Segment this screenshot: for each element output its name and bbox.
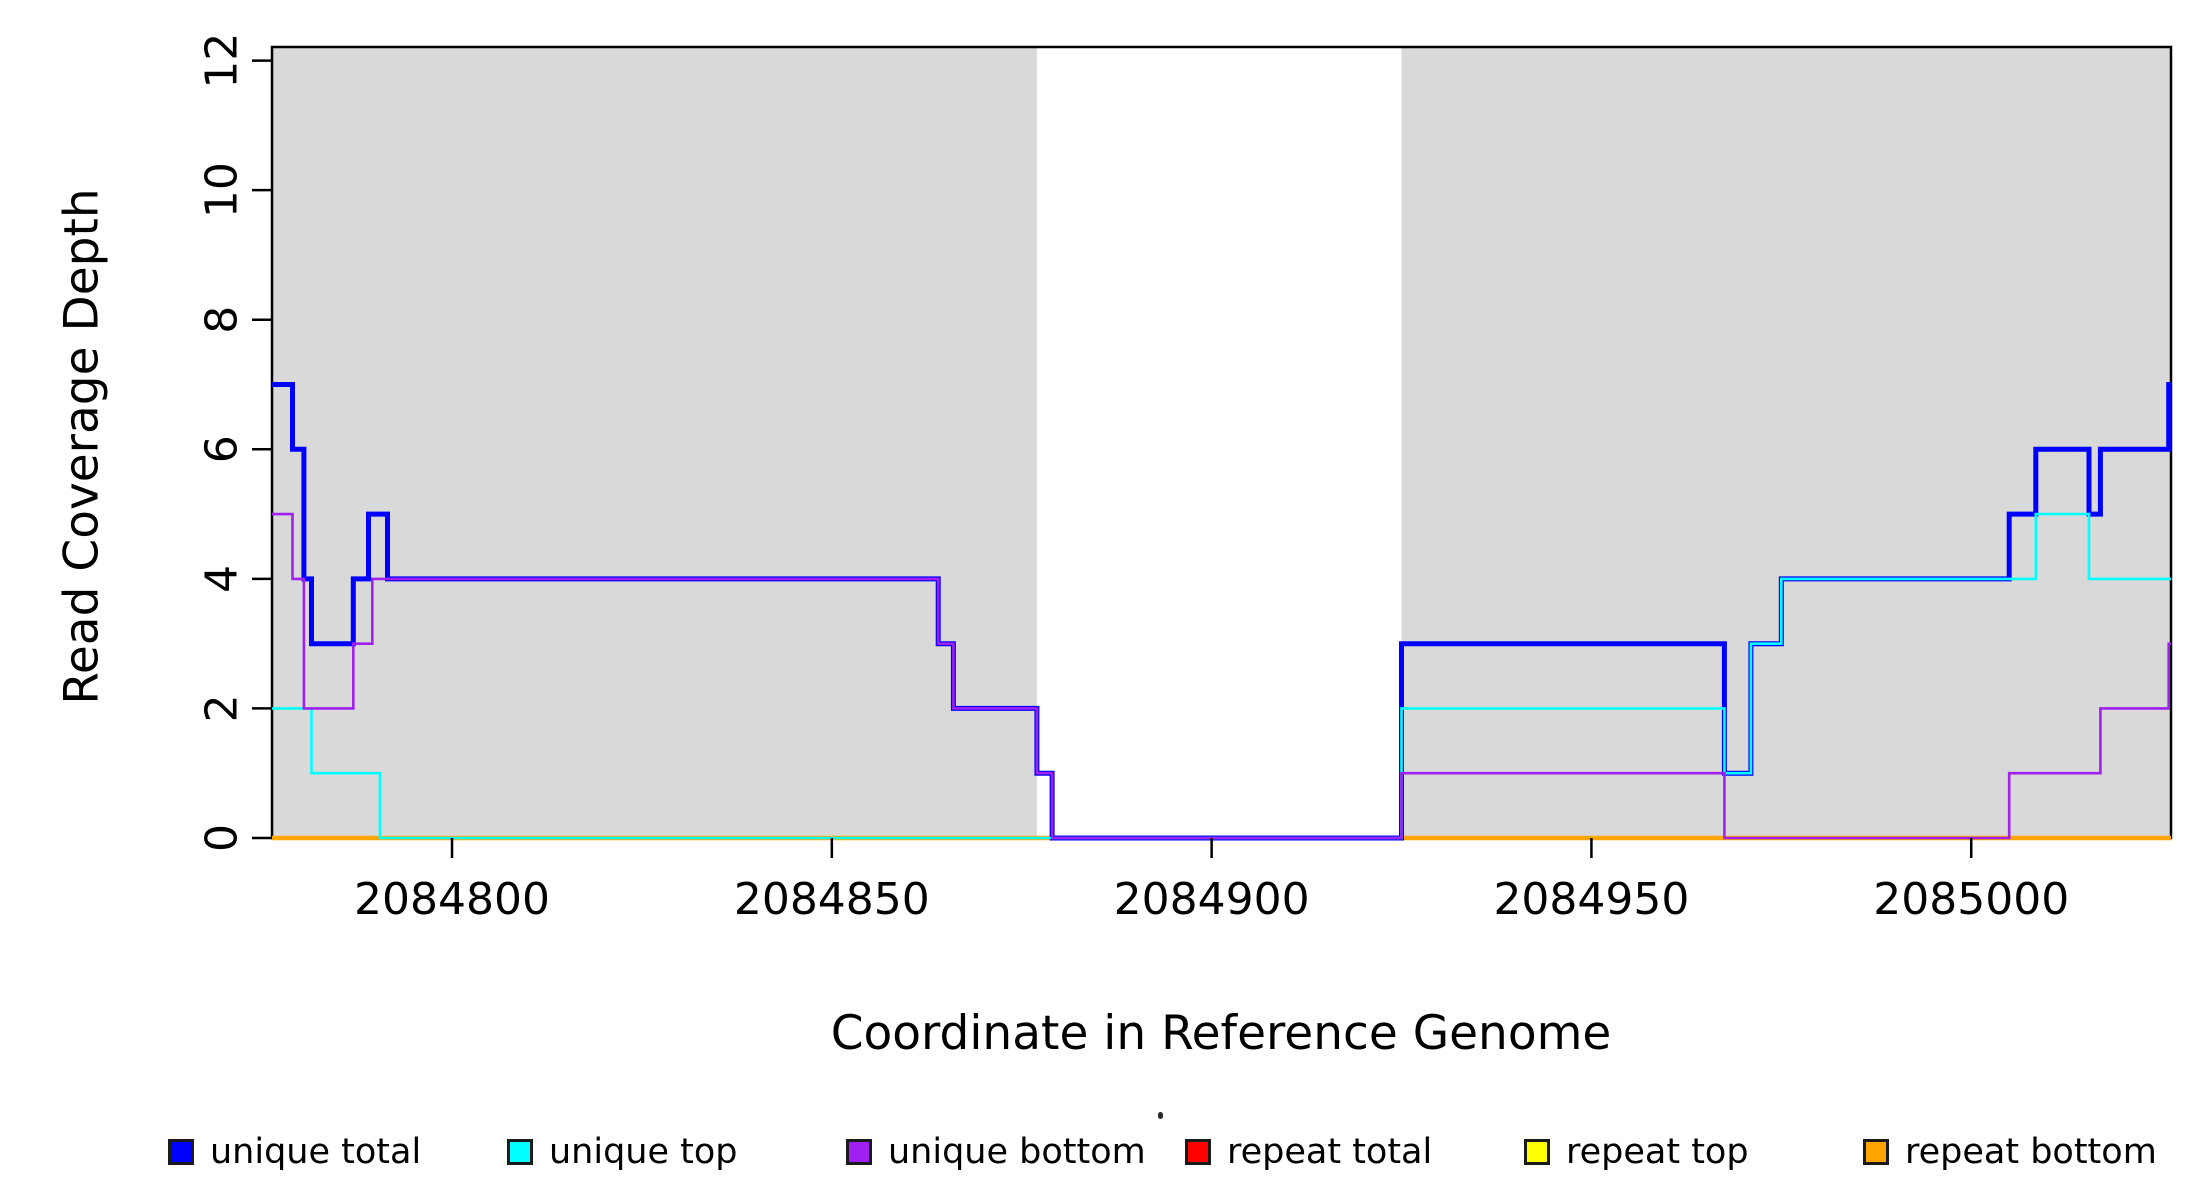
y-tick-label: 2 xyxy=(197,694,248,722)
legend-item-unique-top: unique top xyxy=(507,1134,738,1170)
stray-dot-artifact xyxy=(1158,1112,1163,1119)
series-line-unique-bottom xyxy=(272,512,2171,840)
legend-swatch-icon xyxy=(168,1139,194,1165)
y-tick-label: 8 xyxy=(197,306,248,334)
legend-label: unique total xyxy=(210,1132,422,1172)
y-tick-label: 12 xyxy=(197,33,248,89)
x-tick-label: 2084900 xyxy=(1114,874,1310,925)
x-tick-label: 2084800 xyxy=(354,874,550,925)
legend-item-unique-bottom: unique bottom xyxy=(846,1134,1146,1170)
legend-label: unique top xyxy=(549,1132,738,1172)
legend-item-unique-total: unique total xyxy=(168,1134,421,1170)
legend-label: unique bottom xyxy=(888,1132,1146,1172)
series-line-unique-top xyxy=(272,512,2171,840)
legend-swatch-icon xyxy=(1524,1139,1550,1165)
y-tick-label: 10 xyxy=(197,162,248,218)
y-tick-label: 4 xyxy=(197,565,248,593)
legend-item-repeat-top: repeat top xyxy=(1524,1134,1749,1170)
legend-swatch-icon xyxy=(846,1139,872,1165)
repeat-region-shading xyxy=(272,47,1037,838)
repeat-region-shading xyxy=(1401,47,2171,838)
legend-item-repeat-bottom: repeat bottom xyxy=(1863,1134,2157,1170)
x-tick-label: 2085000 xyxy=(1873,874,2069,925)
y-tick-label: 6 xyxy=(197,435,248,463)
x-tick-label: 2084950 xyxy=(1493,874,1689,925)
x-tick-label: 2084850 xyxy=(734,874,930,925)
legend-item-repeat-total: repeat total xyxy=(1185,1134,1432,1170)
legend-swatch-icon xyxy=(1185,1139,1211,1165)
y-tick-label: 0 xyxy=(197,824,248,852)
legend-swatch-icon xyxy=(507,1139,533,1165)
legend-label: repeat top xyxy=(1566,1132,1749,1172)
legend-label: repeat bottom xyxy=(1905,1132,2157,1172)
x-axis-title: Coordinate in Reference Genome xyxy=(830,1006,1612,1061)
y-axis-title: Read Coverage Depth xyxy=(54,188,110,705)
legend-swatch-icon xyxy=(1863,1139,1889,1165)
legend-label: repeat total xyxy=(1227,1132,1433,1172)
